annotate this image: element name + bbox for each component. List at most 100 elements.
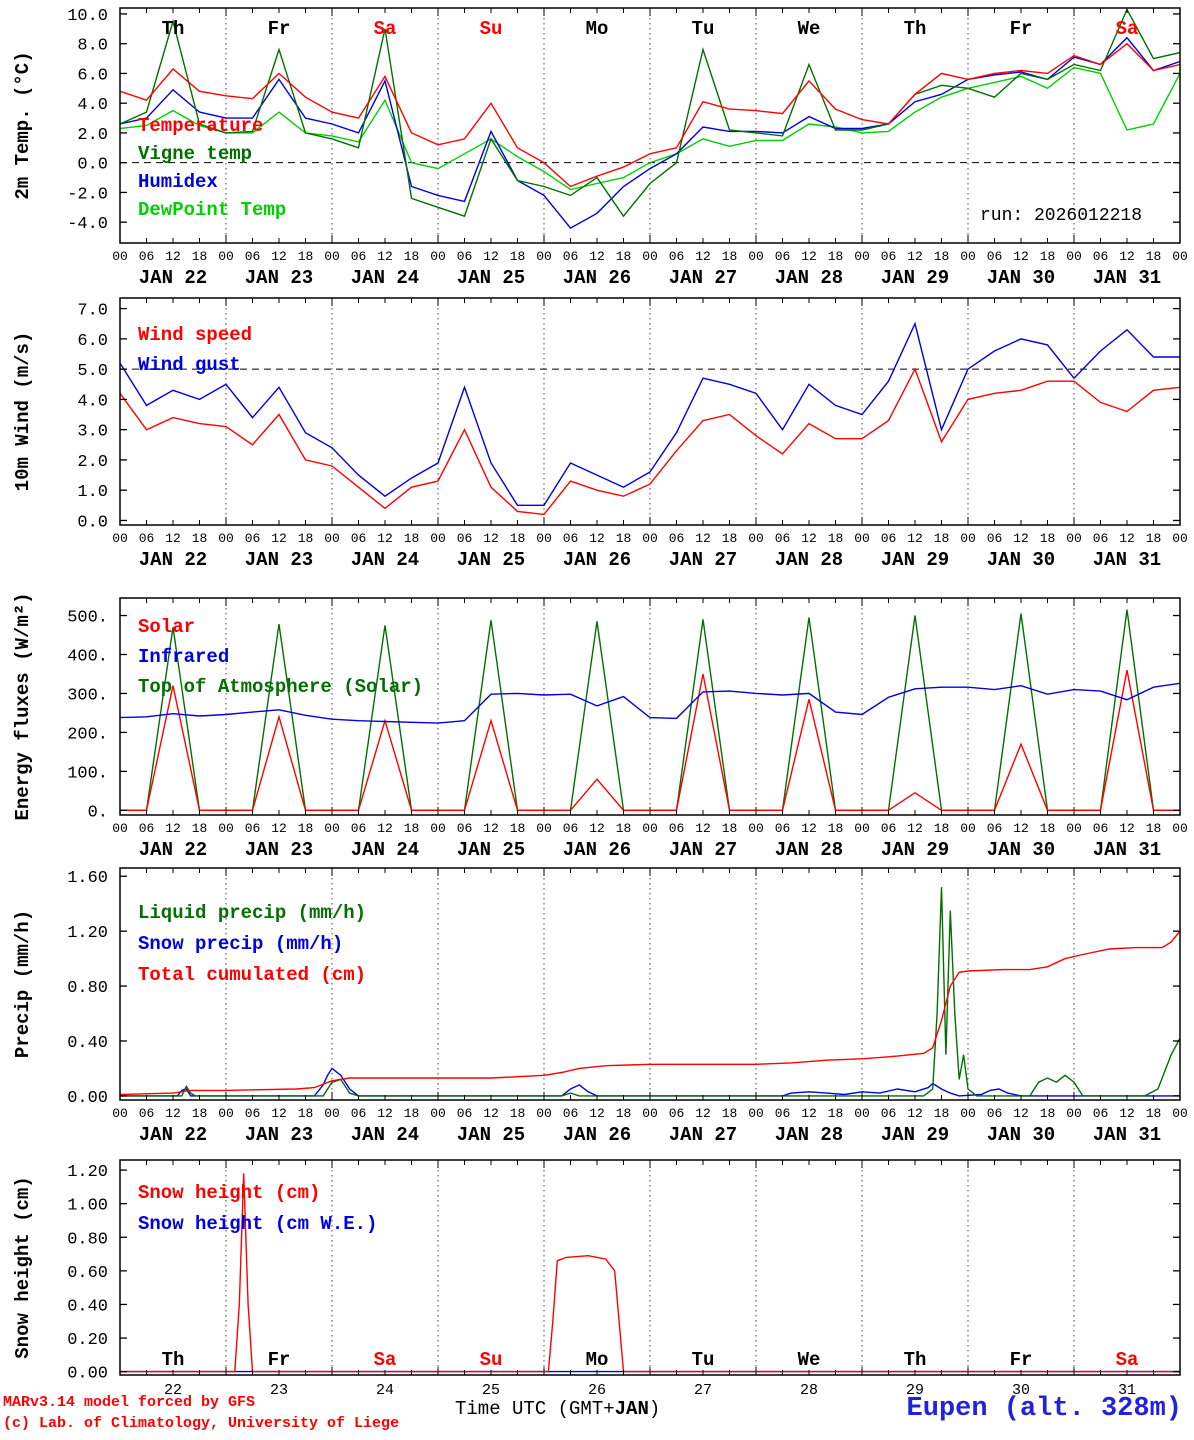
hour-tick-label: 00 bbox=[536, 1106, 552, 1121]
series-infrared bbox=[120, 682, 1180, 724]
hour-tick-label: 06 bbox=[669, 531, 685, 546]
hour-tick-label: 06 bbox=[881, 821, 897, 836]
hour-tick-label: 06 bbox=[881, 1106, 897, 1121]
day-label: JAN 25 bbox=[457, 1124, 525, 1146]
y-tick-label: 2.0 bbox=[77, 126, 108, 145]
hour-tick-label: 12 bbox=[801, 821, 817, 836]
day-number-label: 30 bbox=[1012, 1382, 1030, 1399]
series-wind-speed bbox=[120, 367, 1180, 516]
hour-tick-label: 06 bbox=[775, 821, 791, 836]
hour-tick-label: 12 bbox=[483, 531, 499, 546]
y-tick-label: 6.0 bbox=[77, 66, 108, 85]
hour-tick-label: 18 bbox=[1040, 249, 1056, 264]
hour-tick-label: 06 bbox=[775, 1106, 791, 1121]
hour-tick-label: 06 bbox=[987, 249, 1003, 264]
day-label: JAN 28 bbox=[775, 839, 843, 861]
hour-tick-label: 18 bbox=[616, 531, 632, 546]
panel-wind-10m: 0.0 1.0 2.0 3.0 4.0 5.0 6.0 7.0 00 06 12 18 00 06 12 18… bbox=[12, 297, 1188, 571]
hour-tick-label: 00 bbox=[112, 821, 128, 836]
day-label: JAN 31 bbox=[1093, 549, 1161, 571]
day-number-label: 23 bbox=[270, 1382, 288, 1399]
hour-tick-label: 06 bbox=[1093, 249, 1109, 264]
hour-tick-label: 18 bbox=[298, 1106, 314, 1121]
hour-tick-label: 18 bbox=[934, 249, 950, 264]
weekday-label: We bbox=[798, 18, 821, 40]
day-label: JAN 23 bbox=[245, 839, 313, 861]
hour-tick-label: 06 bbox=[245, 249, 261, 264]
y-tick-label: -4.0 bbox=[67, 215, 108, 234]
day-label: JAN 25 bbox=[457, 549, 525, 571]
time-label-suffix: ) bbox=[648, 1398, 661, 1420]
hour-tick-label: 18 bbox=[722, 531, 738, 546]
station-label: Eupen (alt. 328m) bbox=[906, 1394, 1182, 1424]
hour-tick-label: 18 bbox=[616, 1106, 632, 1121]
y-axis-label: 2m Temp. (°C) bbox=[12, 51, 34, 199]
hour-tick-label: 06 bbox=[563, 821, 579, 836]
weekday-label: Su bbox=[480, 18, 503, 40]
day-label: JAN 31 bbox=[1093, 1124, 1161, 1146]
hour-tick-label: 06 bbox=[351, 249, 367, 264]
hour-tick-label: 12 bbox=[801, 249, 817, 264]
hour-tick-label: 06 bbox=[775, 249, 791, 264]
day-label: JAN 27 bbox=[669, 267, 737, 289]
day-label: JAN 22 bbox=[139, 267, 207, 289]
hour-tick-label: 06 bbox=[563, 1106, 579, 1121]
hour-tick-label: 06 bbox=[351, 531, 367, 546]
day-label: JAN 30 bbox=[987, 267, 1055, 289]
weekday-label: Fr bbox=[1010, 18, 1033, 40]
y-axis-label: Snow height (cm) bbox=[12, 1176, 34, 1358]
hour-tick-label: 00 bbox=[854, 821, 870, 836]
hour-tick-label: 00 bbox=[642, 1106, 658, 1121]
hour-tick-label: 00 bbox=[324, 531, 340, 546]
y-tick-label: 7.0 bbox=[77, 302, 108, 321]
hour-tick-label: 12 bbox=[695, 1106, 711, 1121]
y-tick-label: 0.40 bbox=[67, 1297, 108, 1316]
day-label: JAN 25 bbox=[457, 839, 525, 861]
day-label: JAN 26 bbox=[563, 1124, 631, 1146]
y-tick-label: 500. bbox=[67, 609, 108, 628]
weekday-label: Th bbox=[162, 1349, 185, 1371]
hour-tick-label: 18 bbox=[404, 821, 420, 836]
weekday-label: Tu bbox=[692, 1349, 715, 1371]
hour-tick-label: 12 bbox=[1119, 531, 1135, 546]
hour-tick-label: 18 bbox=[298, 821, 314, 836]
legend-liquid-precip-mm-h-: Liquid precip (mm/h) bbox=[138, 902, 366, 924]
day-label: JAN 30 bbox=[987, 839, 1055, 861]
hour-tick-label: 06 bbox=[351, 821, 367, 836]
series-wind-gust bbox=[120, 321, 1180, 506]
hour-tick-label: 06 bbox=[1093, 1106, 1109, 1121]
hour-tick-label: 12 bbox=[165, 821, 181, 836]
hour-tick-label: 06 bbox=[245, 1106, 261, 1121]
day-label: JAN 24 bbox=[351, 1124, 419, 1146]
y-tick-label: 0. bbox=[88, 803, 108, 822]
weekday-label: Tu bbox=[692, 18, 715, 40]
hour-tick-label: 12 bbox=[907, 249, 923, 264]
hour-tick-label: 06 bbox=[563, 249, 579, 264]
day-number-label: 28 bbox=[800, 1382, 818, 1399]
weekday-label: Sa bbox=[1116, 18, 1139, 40]
hour-tick-label: 12 bbox=[1013, 1106, 1029, 1121]
hour-tick-label: 00 bbox=[218, 1106, 234, 1121]
hour-tick-label: 18 bbox=[192, 821, 208, 836]
day-label: JAN 27 bbox=[669, 1124, 737, 1146]
panel-energy-fluxes: 0. 100. 200. 300. 400. 500. 00 06 12 18 00 06 12 18 00… bbox=[12, 592, 1188, 861]
hour-tick-label: 00 bbox=[642, 531, 658, 546]
y-tick-label: 10.0 bbox=[67, 7, 108, 26]
hour-tick-label: 18 bbox=[510, 1106, 526, 1121]
day-number-label: 27 bbox=[694, 1382, 712, 1399]
y-tick-label: 0.00 bbox=[67, 1089, 108, 1108]
model-credit: MARv3.14 model forced by GFS bbox=[3, 1394, 256, 1411]
hour-tick-label: 12 bbox=[907, 531, 923, 546]
weekday-label: Fr bbox=[1010, 1349, 1033, 1371]
day-label: JAN 24 bbox=[351, 839, 419, 861]
hour-tick-label: 18 bbox=[1040, 821, 1056, 836]
day-number-label: 26 bbox=[588, 1382, 606, 1399]
hour-tick-label: 00 bbox=[1066, 821, 1082, 836]
y-tick-label: 3.0 bbox=[77, 423, 108, 442]
hour-tick-label: 18 bbox=[1146, 821, 1162, 836]
day-label: JAN 28 bbox=[775, 1124, 843, 1146]
y-axis-label: Energy fluxes (W/m²) bbox=[12, 592, 34, 820]
hour-tick-label: 12 bbox=[483, 821, 499, 836]
y-tick-label: 0.80 bbox=[67, 979, 108, 998]
